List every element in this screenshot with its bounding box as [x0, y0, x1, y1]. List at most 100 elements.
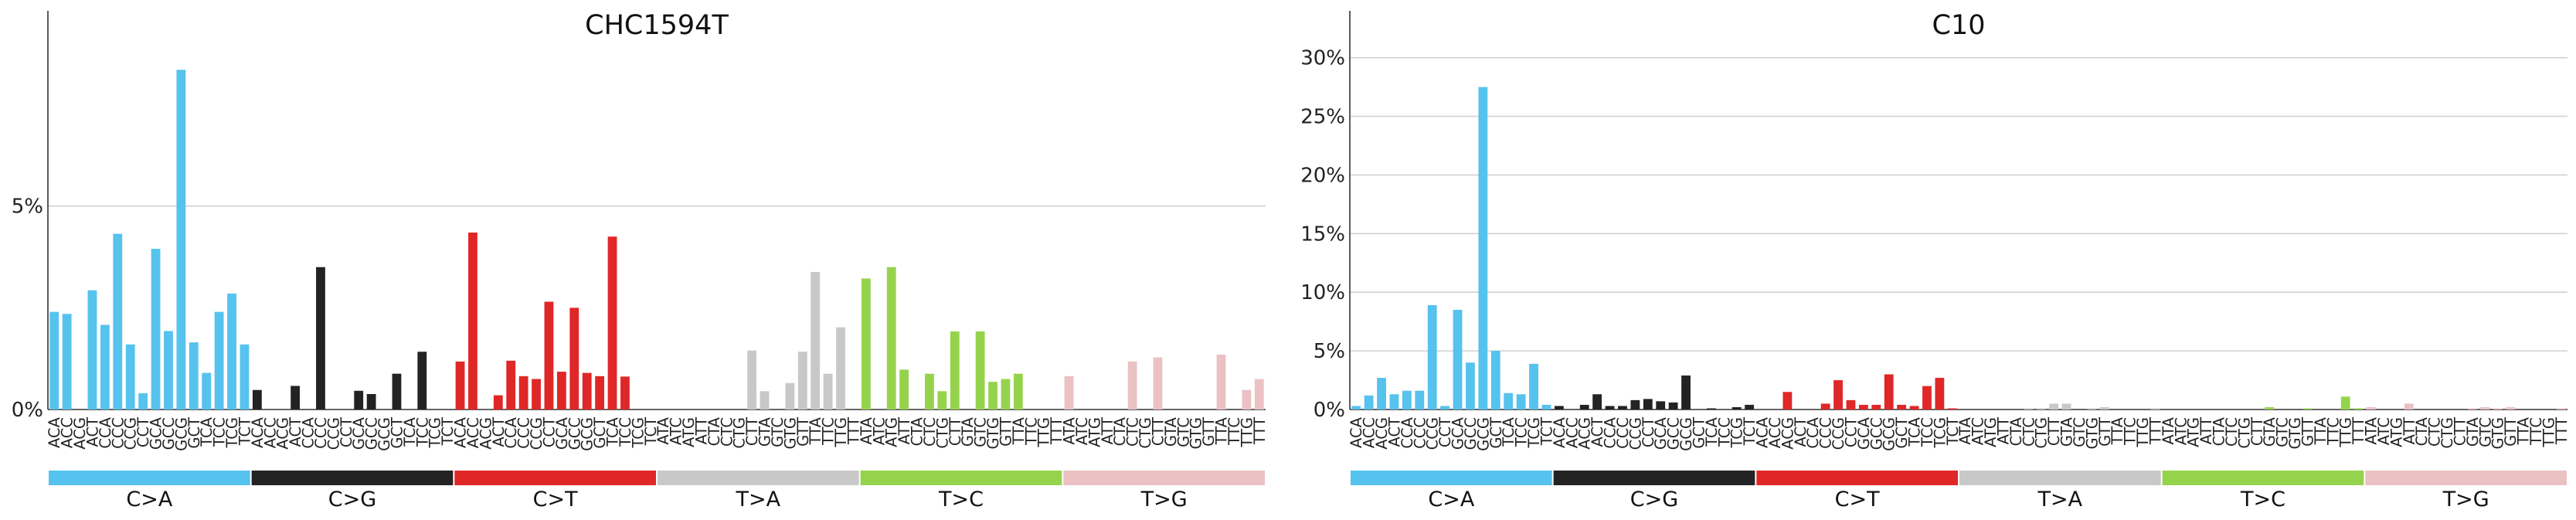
bar-c-to-a-c-c	[1415, 390, 1425, 410]
x-tick-label: CTG	[731, 417, 749, 449]
category-stripe-c-to-t	[1756, 471, 1958, 485]
x-tick-label: CTG	[933, 417, 951, 449]
x-tick-label: GCG	[1881, 417, 1898, 451]
x-tick-label: TTC	[2324, 417, 2342, 446]
bar-c-to-a-t-a	[202, 372, 212, 410]
category-label-c-to-g: C>G	[328, 488, 376, 512]
bar-c-to-t-c-t	[1846, 399, 1856, 410]
chart-panel-2: C100%5%10%15%20%25%30%ACAACCACGACTCCACCC…	[1300, 10, 2571, 512]
x-tick-label: CTC	[718, 417, 736, 447]
chart-title: CHC1594T	[585, 10, 729, 41]
x-tick-label: TCA	[1500, 416, 1517, 447]
category-stripe-c-to-t	[454, 471, 656, 485]
x-tick-label: ACT	[1792, 417, 1810, 447]
x-tick-label: TTG	[2134, 417, 2152, 448]
bar-t-to-a-g-a	[760, 391, 770, 410]
category-stripe-c-to-g	[251, 471, 454, 485]
x-tick-label: TTG	[1035, 417, 1053, 448]
y-tick-label: 30%	[1300, 47, 1345, 70]
y-tick-label: 5%	[12, 195, 43, 219]
x-tick-label: CCT	[540, 417, 558, 447]
bar-c-to-t-c-t	[544, 301, 554, 410]
bar-t-to-c-a-a	[861, 278, 871, 410]
x-tick-label: TCG	[1728, 417, 1746, 449]
x-tick-label: ACC	[59, 417, 76, 448]
x-tick-label: CTC	[2020, 417, 2037, 447]
category-label-t-to-a: T>A	[2037, 488, 2083, 512]
x-tick-label: GCA	[1652, 416, 1670, 450]
x-tick-label: CCC	[109, 417, 127, 449]
x-tick-label: TCG	[427, 417, 444, 449]
x-tick-label: CCT	[134, 417, 152, 447]
bar-c-to-a-t-g	[1529, 363, 1538, 410]
bar-t-to-a-t-c	[823, 373, 833, 410]
bar-c-to-g-g-c	[1668, 402, 1678, 410]
x-tick-label: GTA	[756, 416, 774, 447]
bar-t-to-a-c-c	[2024, 408, 2034, 410]
bar-c-to-t-c-c	[518, 376, 528, 410]
x-tick-label: ACC	[464, 417, 482, 448]
x-tick-label: GCT	[1893, 417, 1911, 449]
x-tick-label: CTT	[2451, 417, 2469, 446]
x-tick-label: GCC	[1665, 417, 1683, 450]
bar-c-to-t-t-c	[620, 376, 630, 410]
bar-c-to-g-a-a	[1554, 406, 1564, 410]
bar-c-to-a-t-t	[1541, 404, 1551, 410]
x-tick-label: CTC	[1124, 417, 1142, 447]
x-tick-label: GTG	[2286, 417, 2304, 449]
bar-c-to-a-a-c	[1364, 395, 1374, 410]
bar-c-to-t-a-g	[1782, 392, 1793, 410]
bar-c-to-g-g-c	[366, 393, 376, 410]
x-tick-label: TCT	[439, 417, 457, 446]
x-tick-label: CTT	[2045, 417, 2063, 446]
bar-t-to-g-t-g	[1242, 389, 1252, 410]
bar-c-to-a-a-a	[1351, 406, 1361, 410]
x-tick-label: TCG	[1525, 417, 1543, 449]
x-tick-label: ACG	[1576, 417, 1594, 450]
x-tick-label: ACT	[1385, 417, 1403, 447]
x-tick-label: CTA	[2413, 416, 2431, 446]
x-tick-label: CTT	[1149, 417, 1167, 446]
x-tick-label: ACG	[274, 417, 292, 450]
x-tick-label: ACG	[1779, 417, 1796, 450]
bar-c-to-a-t-c	[214, 311, 224, 410]
x-tick-label: ATG	[2185, 417, 2203, 447]
bar-c-to-a-a-t	[87, 290, 97, 410]
x-tick-label: GCG	[1677, 417, 1695, 451]
bar-c-to-t-g-t	[595, 376, 605, 410]
x-tick-label: TCC	[1918, 417, 1936, 447]
x-tick-label: ACG	[477, 417, 494, 450]
x-tick-label: GTG	[984, 417, 1002, 449]
x-tick-label: CTA	[1111, 416, 1129, 446]
x-tick-label: ACA	[1754, 416, 1772, 448]
x-tick-label: TTA	[1213, 416, 1231, 445]
bar-c-to-a-c-t	[138, 393, 148, 410]
bar-c-to-g-g-g	[1681, 375, 1691, 410]
bar-t-to-g-g-g	[2493, 408, 2503, 410]
bar-c-to-t-g-c	[569, 308, 579, 410]
bar-c-to-a-t-t	[240, 344, 250, 410]
bar-c-to-g-a-a	[252, 389, 262, 410]
bar-c-to-t-g-t	[1897, 404, 1907, 410]
x-tick-label: GCG	[579, 417, 596, 451]
x-tick-label: CCT	[1640, 417, 1657, 447]
x-tick-label: CTA	[2007, 416, 2025, 446]
x-tick-label: GTC	[2274, 417, 2292, 447]
x-tick-label: GTT	[794, 417, 812, 447]
bar-t-to-g-c-c	[1127, 361, 1137, 410]
bar-c-to-t-g-a	[556, 372, 566, 410]
x-tick-label: TTT	[1048, 417, 1065, 445]
x-tick-label: GCT	[185, 417, 203, 449]
x-tick-label: GCA	[148, 416, 165, 450]
x-tick-label: TCG	[1931, 417, 1949, 449]
x-tick-label: TCG	[629, 417, 647, 449]
x-tick-label: ACT	[287, 417, 304, 447]
x-tick-label: TCT	[1538, 417, 1555, 446]
x-tick-label: ATC	[870, 417, 888, 445]
bar-c-to-a-c-a	[1402, 390, 1412, 410]
x-tick-label: ATA	[2160, 416, 2177, 444]
x-tick-label: CCC	[515, 417, 533, 449]
bar-c-to-a-g-c	[1466, 362, 1475, 410]
bar-c-to-a-a-a	[49, 311, 59, 410]
bar-c-to-a-g-a	[1453, 310, 1463, 410]
